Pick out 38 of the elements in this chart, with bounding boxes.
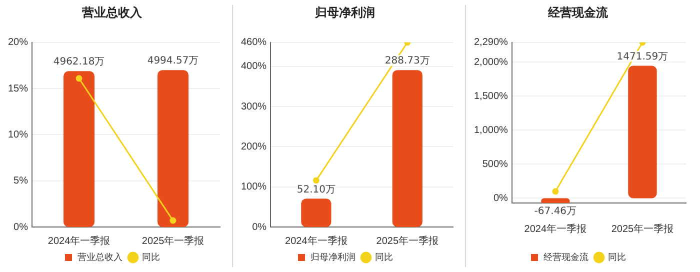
data-label: 1471.59万 <box>616 51 668 62</box>
y-tick-label: 200% <box>241 141 267 152</box>
y-tick-label: 10% <box>8 129 28 140</box>
y-tick-label: 15% <box>8 83 28 94</box>
y-tick-label: 1,500% <box>474 90 508 102</box>
x-tick-label: 2024年一季报 <box>285 234 348 247</box>
x-tick-label: 2024年一季报 <box>524 222 587 235</box>
y-tick-label: 100% <box>241 182 267 193</box>
x-tick-label: 2025年一季报 <box>142 234 204 247</box>
data-label: 4994.57万 <box>147 56 199 67</box>
y-tick-label: 500% <box>482 158 508 170</box>
y-tick-label: 2,290% <box>474 37 508 48</box>
chart-title: 营业总收入 <box>81 5 143 20</box>
y-tick-label: 0% <box>252 222 267 233</box>
y-tick-label: 400% <box>241 61 267 72</box>
data-label: -67.46万 <box>534 206 577 217</box>
y-tick-label: 300% <box>241 101 267 112</box>
y-tick-label: 20% <box>8 37 28 48</box>
y-tick-label: 0% <box>493 192 508 204</box>
legend-label: 归母净利润 <box>310 252 356 262</box>
chart-title: 经营现金流 <box>547 5 609 20</box>
legend-label: 同比 <box>142 252 160 262</box>
x-tick-label: 2024年一季报 <box>48 234 110 247</box>
data-label: 52.10万 <box>296 184 336 196</box>
legend-label: 营业总收入 <box>78 252 122 262</box>
legend-label: 同比 <box>375 252 393 262</box>
data-label: 4962.18万 <box>53 56 105 68</box>
y-tick-label: 1,000% <box>474 124 508 136</box>
y-tick-label: 0% <box>14 222 28 233</box>
chart-title: 归母净利润 <box>314 5 375 20</box>
x-tick-label: 2025年一季报 <box>611 222 674 235</box>
data-label: 288.73万 <box>384 56 430 67</box>
y-tick-label: 2,000% <box>474 56 508 68</box>
legend-label: 同比 <box>608 252 626 262</box>
y-tick-label: 5% <box>14 176 28 187</box>
y-tick-label: 460% <box>241 37 267 48</box>
x-tick-label: 2025年一季报 <box>376 234 439 247</box>
legend-label: 经营现金流 <box>544 252 588 262</box>
